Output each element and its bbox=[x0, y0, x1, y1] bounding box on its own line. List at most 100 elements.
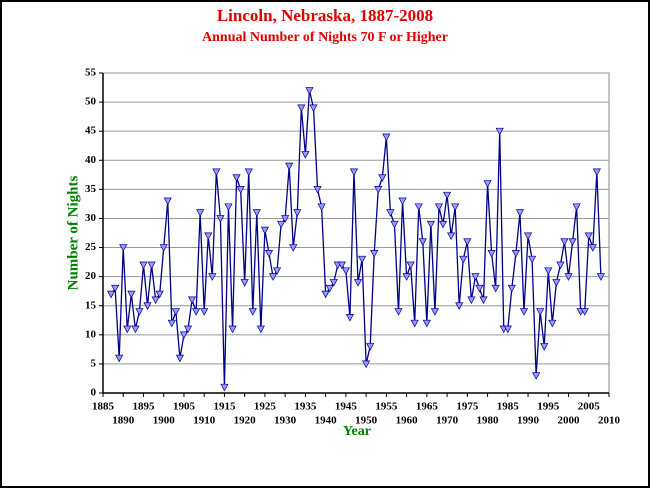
data-point bbox=[418, 238, 427, 246]
data-point bbox=[592, 168, 601, 177]
data-point bbox=[163, 197, 172, 206]
data-point bbox=[200, 308, 209, 316]
data-point bbox=[357, 255, 367, 264]
data-point bbox=[220, 383, 229, 392]
x-tick-label: 1985 bbox=[497, 401, 520, 413]
data-point bbox=[584, 232, 593, 241]
data-point bbox=[167, 319, 176, 328]
data-point bbox=[422, 319, 431, 328]
data-point bbox=[196, 209, 205, 217]
data-point bbox=[451, 203, 460, 212]
data-point bbox=[325, 284, 334, 293]
data-point bbox=[455, 302, 464, 310]
y-tick-label: 25 bbox=[85, 241, 97, 253]
data-point bbox=[519, 308, 529, 316]
data-point bbox=[532, 372, 541, 380]
data-point bbox=[378, 174, 387, 182]
data-point bbox=[544, 267, 553, 276]
x-tick-label: 1890 bbox=[112, 415, 135, 427]
data-point bbox=[414, 203, 423, 212]
x-tick-label: 1935 bbox=[294, 401, 317, 413]
data-point bbox=[147, 261, 156, 270]
data-point bbox=[151, 296, 160, 305]
x-tick-label: 1920 bbox=[234, 415, 257, 427]
data-point bbox=[479, 296, 488, 305]
data-point bbox=[345, 314, 355, 322]
data-point bbox=[523, 232, 533, 241]
data-point bbox=[349, 168, 359, 177]
data-point bbox=[528, 255, 537, 264]
data-point bbox=[260, 226, 270, 235]
data-point bbox=[560, 238, 569, 246]
data-point bbox=[341, 267, 350, 276]
y-axis-label: Number of Nights bbox=[65, 175, 81, 290]
x-tick-label: 1905 bbox=[173, 401, 196, 413]
data-point bbox=[139, 261, 148, 270]
x-tick-label: 1995 bbox=[537, 401, 560, 413]
data-point bbox=[596, 273, 605, 281]
data-point bbox=[459, 255, 468, 264]
data-point bbox=[313, 186, 322, 194]
data-point bbox=[426, 220, 435, 229]
data-point bbox=[277, 220, 286, 229]
data-point bbox=[398, 197, 407, 206]
x-tick-label: 1910 bbox=[193, 415, 216, 427]
data-point bbox=[289, 244, 298, 252]
data-point bbox=[362, 360, 371, 369]
data-point bbox=[208, 273, 217, 281]
data-point bbox=[540, 343, 549, 351]
data-point bbox=[135, 308, 144, 316]
data-point bbox=[568, 238, 577, 246]
data-point bbox=[515, 209, 525, 217]
x-tick-label: 1915 bbox=[213, 401, 236, 413]
x-tick-label: 1945 bbox=[335, 401, 358, 413]
x-tick-label: 1980 bbox=[477, 415, 500, 427]
y-tick-label: 45 bbox=[85, 125, 97, 137]
data-point bbox=[248, 308, 257, 316]
data-point bbox=[224, 203, 233, 212]
data-point bbox=[463, 238, 472, 246]
data-point bbox=[552, 279, 561, 287]
data-point bbox=[111, 284, 120, 293]
y-tick-label: 0 bbox=[91, 387, 97, 399]
data-point bbox=[475, 284, 484, 293]
chart-subtitle: Annual Number of Nights 70 F or Higher bbox=[202, 30, 448, 45]
x-tick-label: 2000 bbox=[558, 415, 581, 427]
data-point bbox=[119, 244, 128, 252]
data-point bbox=[183, 325, 193, 334]
data-point bbox=[556, 261, 565, 270]
x-tick-label: 2005 bbox=[578, 401, 601, 413]
data-point bbox=[511, 250, 520, 258]
data-point bbox=[272, 267, 282, 276]
data-point bbox=[171, 308, 180, 316]
data-point bbox=[159, 244, 168, 252]
data-point bbox=[264, 250, 274, 258]
data-point bbox=[430, 308, 440, 316]
data-point bbox=[232, 174, 241, 182]
data-point bbox=[187, 296, 197, 305]
x-tick-label: 1895 bbox=[132, 401, 155, 413]
y-tick-label: 40 bbox=[85, 154, 97, 166]
data-point bbox=[240, 279, 249, 287]
x-tick-label: 1940 bbox=[315, 415, 338, 427]
data-point bbox=[507, 284, 516, 293]
data-point bbox=[503, 325, 512, 334]
data-point bbox=[442, 191, 452, 200]
x-tick-label: 1955 bbox=[375, 401, 398, 413]
data-point bbox=[127, 290, 136, 299]
data-point bbox=[548, 319, 557, 328]
y-tick-label: 20 bbox=[85, 270, 97, 282]
y-tick-label: 15 bbox=[85, 299, 97, 311]
data-point bbox=[297, 104, 306, 113]
data-point bbox=[268, 273, 278, 281]
data-point bbox=[175, 354, 184, 363]
data-point bbox=[406, 261, 415, 270]
data-point bbox=[337, 261, 346, 270]
data-point bbox=[321, 290, 330, 299]
y-tick-label: 30 bbox=[85, 212, 97, 224]
x-tick-label: 1900 bbox=[153, 415, 176, 427]
x-axis-label: Year bbox=[343, 424, 371, 439]
data-point bbox=[438, 220, 448, 229]
data-point bbox=[309, 104, 318, 113]
data-point bbox=[293, 209, 302, 217]
